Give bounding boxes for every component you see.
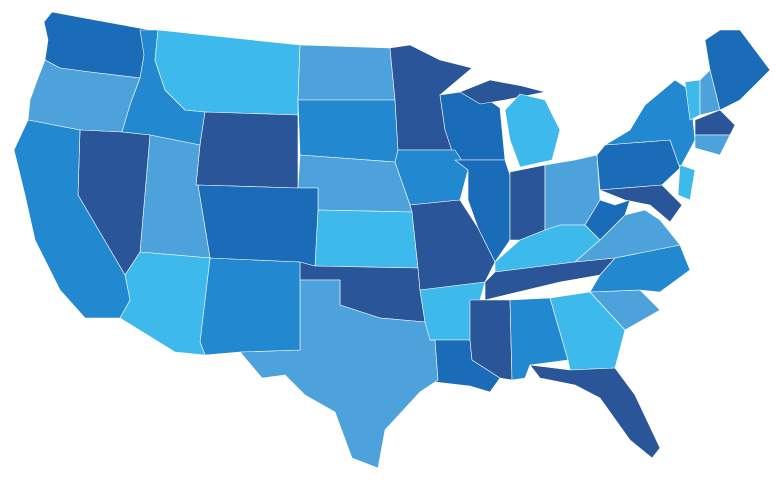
state-region-md-de	[599, 184, 683, 223]
state-region-ca	[13, 119, 131, 319]
state-region-nm	[199, 257, 301, 356]
state-region-ct-ri	[694, 134, 731, 156]
state-region-ma	[694, 109, 736, 136]
state-region-fl	[529, 364, 661, 459]
state-region-az	[119, 251, 211, 356]
state-region-nd	[297, 44, 396, 101]
state-region-ks	[314, 209, 419, 269]
state-region-nj	[677, 164, 696, 201]
state-region-pa	[596, 139, 681, 191]
state-region-sd	[297, 99, 399, 163]
state-region-tx	[239, 279, 439, 469]
state-region-mi-upper	[459, 79, 546, 105]
state-region-co	[197, 184, 319, 267]
state-region-wy	[195, 111, 299, 189]
state-region-me	[704, 29, 771, 111]
state-region-mi-lower	[504, 93, 561, 168]
state-region-in	[509, 164, 546, 241]
